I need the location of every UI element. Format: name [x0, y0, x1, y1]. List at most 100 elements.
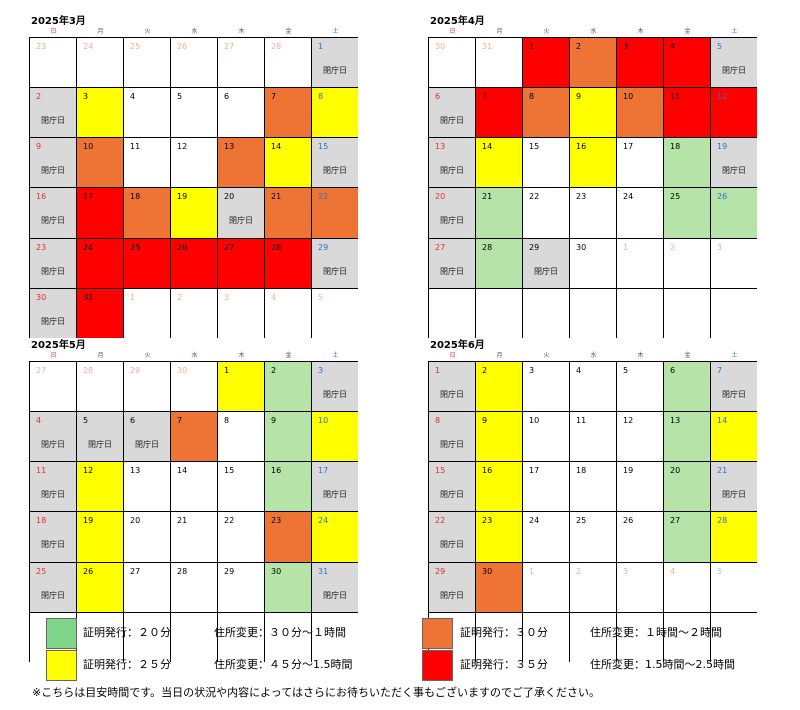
day-number: 9 [271, 416, 277, 426]
day-number: 27 [670, 516, 681, 526]
day-number: 19 [717, 142, 728, 152]
day-number: 5 [623, 366, 629, 375]
day-cell: 28 [476, 238, 522, 288]
day-cell [312, 612, 358, 662]
legend-swatch [46, 618, 77, 649]
day-cell: 30 閉庁日 [30, 288, 76, 338]
day-cell: 2 [664, 238, 710, 288]
day-number: 23 [271, 516, 282, 526]
calendar-grid: 27 28 29 30 1 2 3 閉庁日 4 閉庁日 5 閉庁日 6 閉庁日 7 8 9 10 11 閉庁日 12 13… [29, 361, 358, 662]
day-cell: 2 [476, 362, 522, 412]
day-cell: 15 閉庁日 [429, 462, 475, 512]
day-number: 1 [623, 242, 629, 252]
day-number: 13 [435, 142, 446, 152]
day-cell: 27 [124, 562, 170, 612]
day-number: 9 [36, 142, 42, 152]
day-cell: 3 [617, 38, 663, 88]
day-number: 12 [623, 416, 634, 426]
day-cell: 3 [617, 562, 663, 612]
weekday-label: 金 [285, 28, 292, 35]
day-cell: 22 [218, 512, 264, 562]
day-number: 15 [435, 466, 446, 476]
day-cell: 27 [30, 362, 76, 412]
closed-day-label: 閉庁日 [440, 590, 464, 600]
day-cell: 4 [664, 38, 710, 88]
day-cell: 26 [711, 188, 757, 238]
day-number: 6 [130, 416, 136, 426]
legend-cert-text: 証明発行：３０分 [460, 626, 548, 639]
weekday-label: 木 [637, 28, 644, 35]
day-cell: 23 閉庁日 [30, 238, 76, 288]
day-cell: 26 [171, 38, 217, 88]
day-cell: 2 [265, 362, 311, 412]
day-cell: 13 [664, 412, 710, 462]
weekday-label: 木 [637, 352, 644, 359]
day-cell: 15 閉庁日 [312, 138, 358, 188]
day-cell: 16 [570, 138, 616, 188]
day-cell [664, 288, 710, 338]
day-cell: 30 [171, 362, 217, 412]
day-cell: 1 [523, 562, 569, 612]
closed-day-label: 閉庁日 [323, 490, 347, 500]
day-number: 23 [482, 516, 493, 526]
closed-day-label: 閉庁日 [722, 390, 746, 399]
day-number: 14 [482, 142, 493, 152]
day-cell: 20 閉庁日 [429, 188, 475, 238]
day-number: 15 [224, 466, 235, 476]
day-cell: 3 [523, 362, 569, 412]
day-cell: 14 [265, 138, 311, 188]
day-cell: 20 閉庁日 [218, 188, 264, 238]
day-cell: 29 [218, 562, 264, 612]
day-cell: 20 [664, 462, 710, 512]
day-cell: 4 閉庁日 [30, 412, 76, 462]
closed-day-label: 閉庁日 [722, 166, 746, 176]
weekday-label: 土 [731, 28, 738, 35]
day-cell: 22 [312, 188, 358, 238]
day-number: 29 [224, 566, 235, 576]
day-number: 21 [482, 192, 493, 202]
day-number: 1 [529, 42, 535, 51]
day-cell: 17 [77, 188, 123, 238]
closed-day-label: 閉庁日 [41, 116, 65, 126]
day-number: 20 [130, 516, 141, 526]
day-number: 8 [318, 92, 324, 102]
calendar-title: 2025年6月 [430, 340, 485, 351]
day-cell: 3 [711, 238, 757, 288]
day-number: 26 [717, 192, 728, 202]
day-cell: 25 [664, 188, 710, 238]
day-cell: 25 [570, 512, 616, 562]
weekday-label: 火 [543, 28, 550, 35]
day-number: 25 [130, 42, 141, 51]
calendar-title: 2025年3月 [31, 16, 86, 27]
day-cell: 11 [124, 138, 170, 188]
weekday-label: 日 [50, 28, 57, 35]
day-cell: 2 閉庁日 [30, 88, 76, 138]
day-cell: 19 閉庁日 [711, 138, 757, 188]
day-cell: 25 [124, 238, 170, 288]
weekday-label: 土 [731, 352, 738, 359]
day-cell: 25 閉庁日 [30, 562, 76, 612]
day-number: 3 [717, 242, 723, 252]
day-number: 21 [271, 192, 282, 202]
day-number: 6 [224, 92, 230, 102]
day-number: 2 [576, 42, 582, 51]
day-number: 22 [435, 516, 446, 526]
day-cell: 17 [617, 138, 663, 188]
day-number: 25 [130, 242, 141, 252]
day-number: 2 [576, 566, 582, 576]
day-number: 12 [717, 92, 728, 102]
weekday-label: 金 [684, 352, 691, 359]
day-number: 26 [177, 242, 188, 252]
day-number: 2 [271, 366, 277, 375]
day-number: 5 [83, 416, 89, 426]
day-cell: 1 [124, 288, 170, 338]
day-number: 7 [271, 92, 277, 102]
day-cell: 2 [570, 38, 616, 88]
closed-day-label: 閉庁日 [323, 390, 347, 399]
day-number: 3 [224, 292, 230, 302]
day-number: 27 [224, 42, 235, 51]
day-number: 19 [623, 466, 634, 476]
day-cell: 24 [617, 188, 663, 238]
day-cell: 19 [77, 512, 123, 562]
closed-day-label: 閉庁日 [41, 316, 65, 326]
